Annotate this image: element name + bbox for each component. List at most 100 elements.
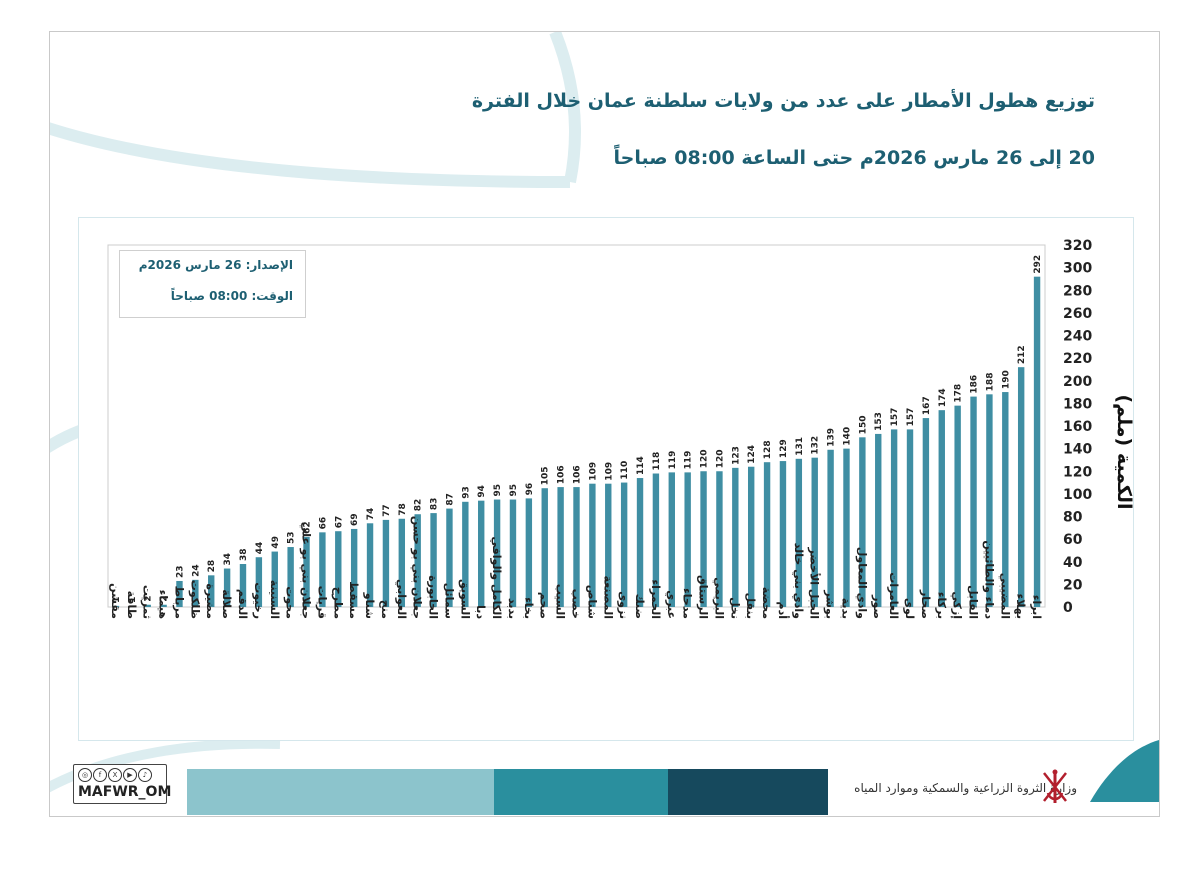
data-label: 120: [715, 449, 725, 468]
data-label: 74: [366, 508, 376, 521]
data-label: 153: [874, 412, 884, 431]
social-handle: MAFWR_OM: [78, 784, 172, 800]
data-label: 157: [890, 408, 900, 427]
data-label: 292: [1033, 255, 1043, 274]
bar: [319, 532, 326, 607]
data-label: 106: [573, 465, 583, 484]
footer-band-dark: [668, 769, 828, 815]
tiktok-icon[interactable]: ♪: [138, 768, 152, 782]
data-label: 94: [477, 485, 487, 498]
x-tick-label: منح: [379, 600, 392, 619]
x-tick-label: الجبل الأخضر: [808, 546, 822, 619]
data-label: 150: [858, 416, 868, 435]
x-tick-label: رخيوت: [252, 582, 265, 619]
x-tick-label: مرباط: [172, 586, 185, 619]
x-tick-label: الرستاق: [697, 575, 710, 619]
bar: [843, 448, 850, 607]
x-tick-label: بدية: [839, 598, 852, 619]
bar: [763, 462, 771, 607]
data-label: 24: [191, 564, 201, 577]
x-tick-label: بوشر: [824, 589, 837, 619]
bar: [906, 429, 914, 607]
x-tick-label: دبا: [474, 605, 487, 619]
data-label: 95: [493, 484, 503, 497]
bar: [446, 508, 453, 607]
bar: [398, 518, 406, 607]
bar: [620, 482, 628, 607]
x-tick-label: إزكي: [951, 591, 964, 619]
bar: [573, 487, 580, 607]
data-label: 157: [906, 408, 916, 427]
y-tick-label: 220: [1063, 351, 1092, 367]
data-label: 119: [668, 451, 678, 470]
bar: [1017, 367, 1025, 607]
x-tick-label: مسقط: [347, 581, 360, 619]
data-label: 120: [700, 449, 710, 468]
data-label: 77: [382, 504, 392, 517]
data-label: 190: [1001, 370, 1011, 389]
chart-title-line-2: 20 إلى 26 مارس 2026م حتى الساعة 08:00 صب…: [613, 147, 1095, 169]
bar: [414, 514, 421, 607]
data-label: 95: [509, 484, 519, 497]
x-tick-label: هيماء: [157, 590, 170, 619]
swirl-top-left: [50, 122, 571, 188]
y-tick-label: 80: [1063, 510, 1083, 526]
x-tick-label: عبري: [665, 590, 678, 619]
data-label: 82: [414, 499, 424, 512]
data-label: 129: [779, 439, 789, 458]
data-label: 119: [684, 451, 694, 470]
x-tick-label: الحمراء: [649, 580, 662, 619]
x-tick-label: مدحاء: [681, 588, 694, 619]
x-tick-label: نخل: [728, 597, 741, 619]
x-tick-label: خصب: [570, 589, 583, 619]
bar: [525, 498, 533, 607]
corner-accent: [1090, 740, 1159, 802]
bar: [986, 394, 993, 607]
x-icon[interactable]: X: [108, 768, 122, 782]
x-tick-label: الدقم: [236, 589, 249, 619]
data-label: 34: [223, 553, 233, 566]
youtube-icon[interactable]: ▶: [123, 768, 137, 782]
bar: [128, 605, 136, 607]
social-media-badge[interactable]: ◎ f X ▶ ♪ MAFWR_OM: [73, 764, 171, 804]
data-label: 44: [255, 542, 265, 555]
bar: [779, 461, 787, 607]
bar: [954, 405, 961, 607]
y-tick-label: 320: [1063, 238, 1092, 254]
y-tick-label: 200: [1063, 374, 1092, 390]
y-tick-label: 280: [1063, 283, 1092, 299]
x-tick-label: مطرح: [331, 587, 344, 619]
data-label: 106: [557, 465, 567, 484]
data-label: 131: [795, 437, 805, 456]
x-tick-label: السنينة: [268, 580, 281, 619]
data-label: 83: [430, 498, 440, 511]
bar: [478, 500, 485, 607]
x-tick-label: بهلاء: [1014, 594, 1027, 619]
x-tick-label: مضيرة: [204, 584, 217, 619]
x-tick-label: صحار: [919, 589, 932, 619]
bar: [350, 528, 358, 607]
bar: [859, 437, 866, 607]
issue-info-box: الإصدار: 26 مارس 2026م الوقت: 08:00 صباح…: [119, 250, 306, 318]
data-label: 2: [144, 595, 154, 601]
bar: [382, 519, 390, 607]
bar: [589, 483, 596, 607]
bar: [462, 501, 469, 607]
data-label: 118: [652, 452, 662, 471]
bar: [970, 396, 977, 607]
data-label: 139: [827, 428, 837, 447]
facebook-icon[interactable]: f: [93, 768, 107, 782]
footer-band-light: [187, 769, 494, 815]
data-label: 188: [985, 373, 995, 392]
bar: [1002, 392, 1009, 607]
x-tick-label: جعلان بني بو علي: [300, 522, 313, 619]
bar: [509, 499, 517, 607]
bar: [303, 536, 310, 607]
data-label: 178: [954, 384, 964, 403]
data-label: 109: [604, 462, 614, 481]
x-tick-label: بركاء: [935, 592, 948, 619]
instagram-icon[interactable]: ◎: [78, 768, 92, 782]
x-tick-label: ابراء: [1030, 595, 1043, 619]
bar: [684, 472, 691, 607]
